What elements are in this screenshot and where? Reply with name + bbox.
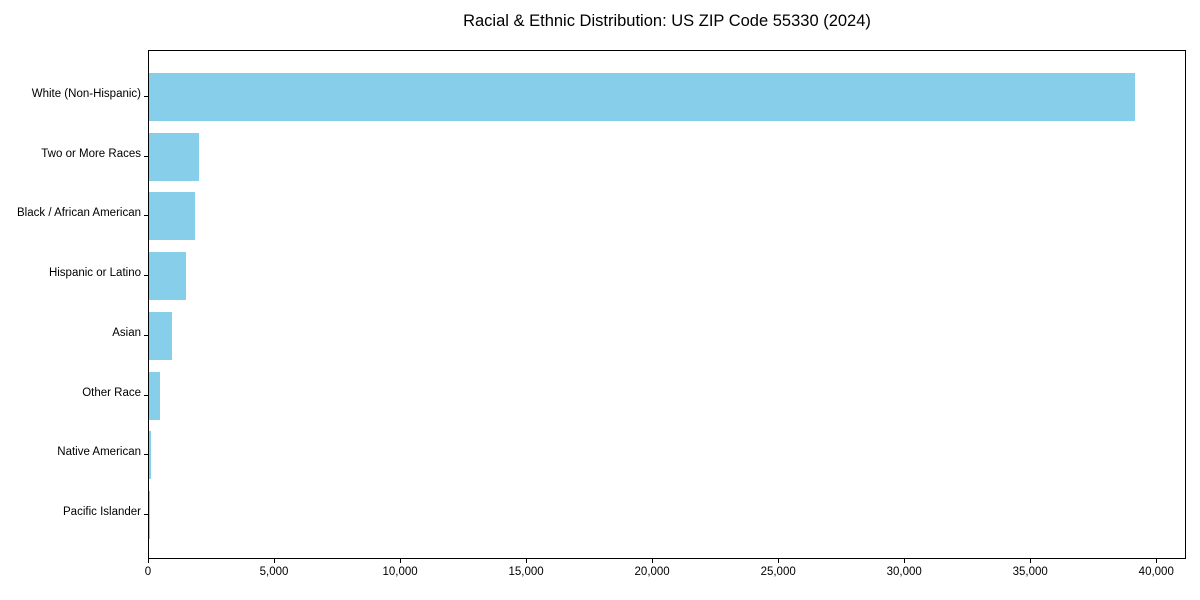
y-tick-mark [144,334,148,336]
y-tick-mark [144,275,148,277]
x-tick-label: 20,000 [634,566,670,578]
x-tick-mark [652,559,654,563]
y-tick-label: Two or More Races [41,147,141,160]
x-tick-mark [904,559,906,563]
x-tick-mark [1030,559,1032,563]
x-tick-mark [778,559,780,563]
y-tick-label: White (Non-Hispanic) [31,88,141,100]
x-tick-label: 15,000 [508,566,544,578]
x-tick-mark [400,559,402,563]
y-tick-label: Black / African American [17,207,141,220]
y-tick-label: Pacific Islander [63,505,141,518]
y-tick-label: Native American [57,446,141,459]
bar-hispanic-or-latino [149,252,186,301]
x-tick-label: 25,000 [760,566,796,578]
x-tick-mark [526,559,528,563]
bar-native-american [149,431,152,480]
bar-asian [149,311,172,360]
y-tick-mark [144,155,148,157]
x-tick-label: 10,000 [382,566,418,578]
bar-other-race [149,371,160,420]
y-tick-mark [144,394,148,396]
x-tick-label: 5,000 [259,566,289,578]
x-tick-mark [1156,559,1158,563]
x-tick-mark [274,559,276,563]
chart-title: Racial & Ethnic Distribution: US ZIP Cod… [463,12,871,30]
x-tick-label: 35,000 [1012,566,1048,578]
plot-area [148,50,1186,559]
x-tick-label: 0 [144,566,152,578]
y-tick-mark [144,454,148,456]
x-tick-label: 30,000 [886,566,922,578]
y-tick-mark [144,96,148,97]
y-tick-mark [144,215,148,217]
x-tick-label: 40,000 [1138,566,1174,578]
x-tick-mark [148,559,149,563]
y-tick-label: Other Race [82,386,141,399]
bar-two-or-more-races [149,132,199,181]
bar-black-african-american [149,192,195,241]
y-tick-mark [144,513,148,515]
y-tick-label: Asian [112,326,141,339]
y-tick-label: Hispanic or Latino [48,267,141,280]
bar-white-non-hispanic [149,73,1135,121]
